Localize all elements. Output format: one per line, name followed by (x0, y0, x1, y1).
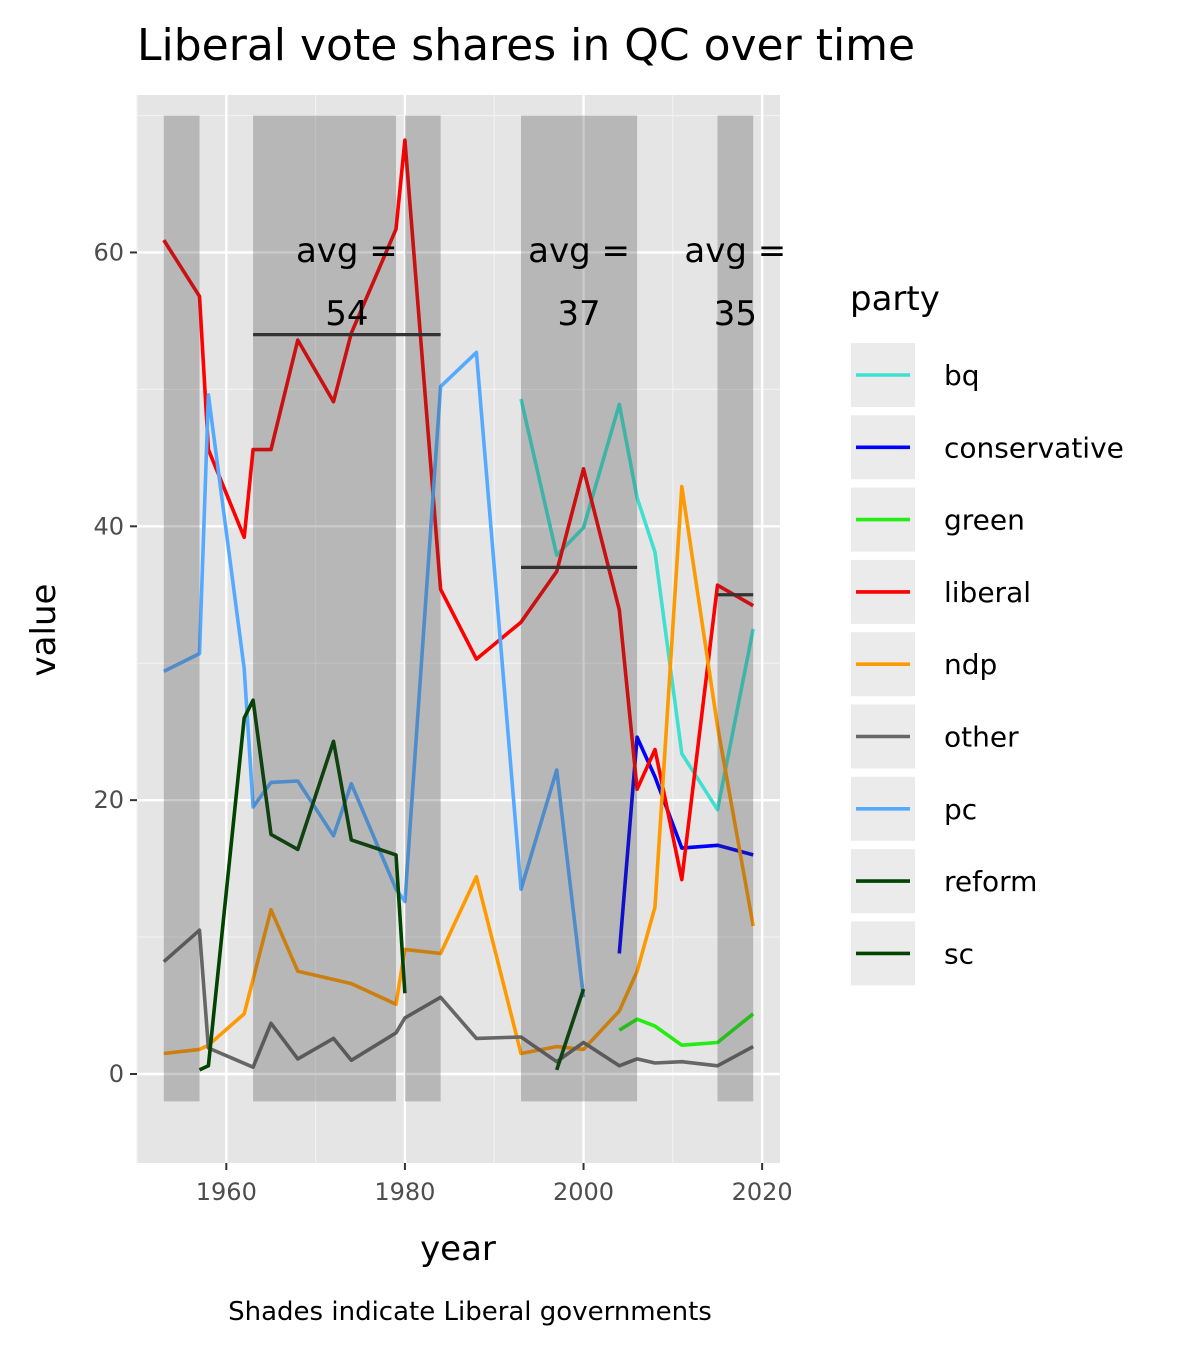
legend-item-liberal: liberal (849, 557, 1031, 626)
y-tick-label: 60 (93, 238, 124, 266)
legend-item-ndp: ndp (849, 630, 997, 699)
legend-label: conservative (944, 431, 1124, 464)
shaded-period (521, 115, 638, 1102)
chart-title: Liberal vote shares in QC over time (137, 20, 915, 71)
legend-item-green: green (849, 485, 1025, 554)
legend-label: bq (944, 359, 980, 392)
y-tick-label: 20 (93, 786, 124, 814)
chart-caption: Shades indicate Liberal governments (228, 1297, 712, 1327)
average-label-line1: avg = (296, 231, 398, 271)
legend-label: sc (944, 937, 974, 970)
y-axis-title: value (24, 584, 64, 677)
x-tick-label: 2020 (732, 1178, 793, 1206)
series-line-pc (162, 350, 586, 998)
shaded-period (163, 115, 200, 1102)
average-group: avg = 54 avg = 37 avg = 35 (253, 231, 786, 597)
shaded-period (717, 115, 754, 1102)
series-line-sc (198, 698, 407, 1072)
legend-item-other: other (849, 702, 1019, 771)
shade-group (163, 115, 754, 1102)
series-line-ndp (163, 484, 755, 1056)
legend-label: liberal (944, 576, 1031, 609)
legend-label: pc (944, 793, 977, 826)
average-label-value: 37 (557, 294, 600, 334)
series-line-bq (519, 398, 755, 812)
legend-item-pc: pc (849, 774, 977, 843)
average-label-value: 54 (325, 294, 368, 334)
series-line-other (162, 928, 755, 1069)
x-tick-label: 2000 (553, 1178, 614, 1206)
plot-panel: avg = 54 avg = 37 avg = 35 (136, 95, 786, 1163)
x-axis-title: year (420, 1229, 496, 1269)
legend: party bq conservative green liberal ndp other… (849, 279, 1124, 988)
y-tick-label: 0 (109, 1060, 124, 1088)
shaded-period (253, 115, 396, 1102)
legend-label: green (944, 504, 1025, 537)
series-line-liberal (162, 138, 755, 882)
legend-label: ndp (944, 648, 997, 681)
shaded-period (404, 115, 441, 1102)
average-label-line1: avg = (684, 231, 786, 271)
y-axis: 0 20 40 60 (93, 238, 137, 1088)
legend-item-sc: sc (849, 919, 974, 988)
legend-item-reform: reform (849, 847, 1037, 916)
legend-item-bq: bq (849, 341, 980, 409)
legend-title: party (850, 279, 940, 319)
average-label-value: 35 (714, 294, 757, 334)
y-tick-label: 40 (93, 512, 124, 540)
x-axis: 1960 1980 2000 2020 (196, 1163, 793, 1206)
legend-item-conservative: conservative (849, 413, 1124, 482)
x-tick-label: 1960 (196, 1178, 257, 1206)
legend-label: other (944, 721, 1019, 754)
legend-label: reform (944, 865, 1037, 898)
series-line-green (618, 1012, 755, 1047)
series-line-reform (554, 988, 586, 1071)
x-tick-label: 1980 (374, 1178, 435, 1206)
series-group (162, 138, 755, 1072)
average-label-line1: avg = (528, 231, 630, 271)
